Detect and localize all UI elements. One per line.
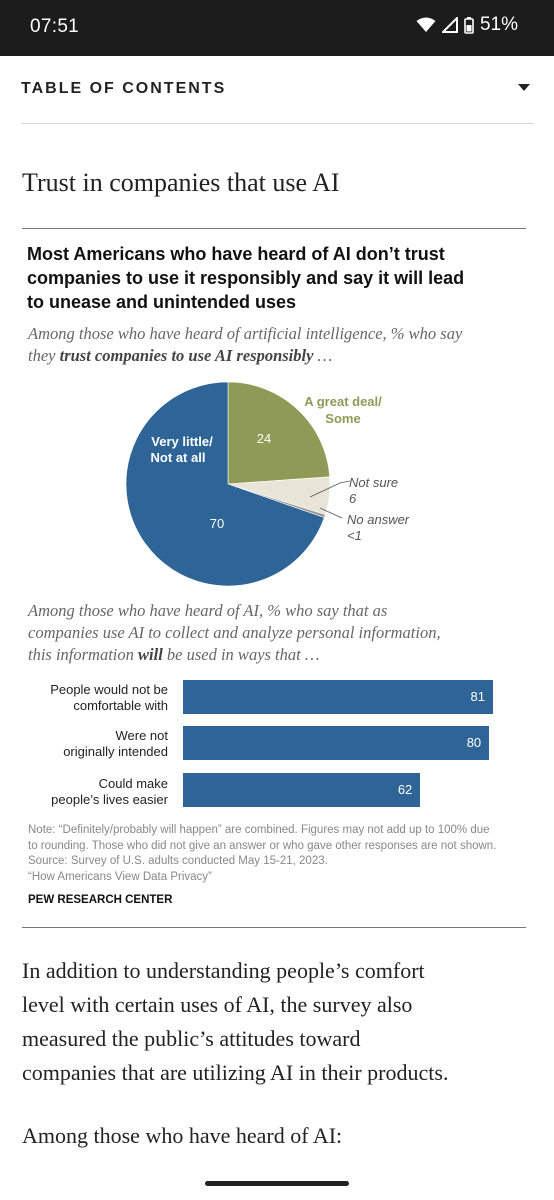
pie-subtitle-line: Among those who have heard of artificial… [28, 324, 463, 343]
article-paragraph-2: Among those who have heard of AI: [22, 1123, 343, 1148]
paragraph-line: measured the public’s attitudes toward [22, 1026, 361, 1051]
status-time: 07:51 [30, 16, 80, 37]
pie-label-not-sure: Not sure [349, 475, 398, 490]
battery-icon [464, 16, 474, 34]
bar-value-label: 62 [397, 782, 413, 797]
status-bar: 07:51 51% [0, 0, 554, 56]
bar-category-label: People would not be comfortable with [28, 682, 168, 714]
pie-value-label: 6 [349, 491, 357, 506]
bar-category-label-line: people’s lives easier [51, 792, 168, 807]
home-gesture-bar[interactable] [205, 1181, 349, 1186]
report-title-line: “How Americans View Data Privacy” [28, 870, 212, 883]
pie-label-great-deal-some: A great deal/ [304, 394, 382, 409]
bar-category-label: Were not originally intended [28, 728, 168, 760]
bar-subtitle-emphasis: will [138, 645, 163, 664]
paragraph-line: companies that are utilizing AI in their… [22, 1060, 449, 1085]
figure-title-line: to unease and unintended uses [27, 292, 297, 312]
battery-percent: 51% [479, 14, 518, 35]
pie-label-very-little-not-at-all: Very little/ [151, 434, 213, 449]
pie-chart: A great deal/Some 24 Very little/Not at al… [120, 378, 540, 593]
bar-value-label: 81 [470, 689, 485, 704]
bar-subtitle-suffix: be used in ways that … [162, 645, 320, 664]
note-line: Note: “Definitely/probably will happen” … [28, 824, 490, 836]
bar: 81 [183, 680, 493, 714]
pew-research-logo: PEW RESEARCH CENTER [28, 894, 173, 906]
pie-subtitle-prefix: they [28, 346, 60, 365]
bar-category-label-line: Could make [98, 776, 168, 791]
bar: 62 [183, 773, 421, 807]
article-paragraph: In addition to understanding people’s co… [22, 954, 522, 1090]
bar-subtitle-line: companies use AI to collect and analyze … [28, 623, 441, 642]
pie-label-great-deal-some: Some [325, 411, 360, 426]
pie-value-label: <1 [347, 528, 362, 543]
leader-line [309, 480, 351, 498]
source-line: Source: Survey of U.S. adults conducted … [28, 855, 328, 867]
toc-label: TABLE OF CONTENTS [21, 80, 227, 97]
bar-category-label-line: People would not be [50, 682, 168, 697]
pie-label-no-answer: No answer [347, 512, 410, 527]
leader-line [319, 507, 343, 519]
chevron-down-icon[interactable] [518, 84, 530, 91]
bar-category-label-line: Were not [115, 728, 168, 743]
paragraph-line: level with certain uses of AI, the surve… [22, 992, 413, 1017]
bar-value-label: 80 [466, 735, 482, 750]
pie-chart-svg: A great deal/Some 24 Very little/Not at al… [125, 381, 410, 587]
pie-label-very-little-not-at-all: Not at all [151, 450, 206, 465]
pie-slice [227, 381, 331, 485]
pie-value-label: 24 [257, 431, 271, 446]
status-icons: 51% [416, 14, 518, 36]
figure-title-line: companies to use it responsibly and say … [27, 268, 465, 288]
cellular-signal-icon [441, 17, 458, 33]
note-line: to rounding. Those who did not give an a… [28, 839, 497, 852]
figure-title: Most Americans who have heard of AI don’… [27, 242, 517, 314]
figure-note: Note: “Definitely/probably will happen” … [28, 823, 528, 885]
bar-category-label: Could make people’s lives easier [28, 776, 168, 808]
table-of-contents-toggle[interactable]: TABLE OF CONTENTS [21, 56, 534, 124]
figure-title-line: Most Americans who have heard of AI don’… [27, 244, 445, 264]
bar-subtitle: Among those who have heard of AI, % who … [28, 600, 528, 666]
pie-subtitle-emphasis: trust companies to use AI responsibly [59, 346, 314, 365]
section-title: Trust in companies that use AI [22, 168, 340, 197]
bar-subtitle-line: Among those who have heard of AI, % who … [28, 601, 388, 620]
pie-subtitle: Among those who have heard of artificial… [28, 323, 528, 367]
bar-subtitle-prefix: this information [28, 645, 139, 664]
bar-category-label-line: comfortable with [73, 698, 168, 713]
wifi-icon [416, 17, 436, 33]
pie-slice [125, 381, 325, 587]
paragraph-line: In addition to understanding people’s co… [22, 958, 425, 983]
pie-subtitle-suffix: … [313, 346, 333, 365]
bar-category-label-line: originally intended [63, 744, 168, 759]
pie-value-label: 70 [210, 516, 224, 531]
figure-bottom-divider [22, 927, 526, 928]
figure-top-divider [22, 228, 526, 229]
bar: 80 [183, 726, 490, 760]
